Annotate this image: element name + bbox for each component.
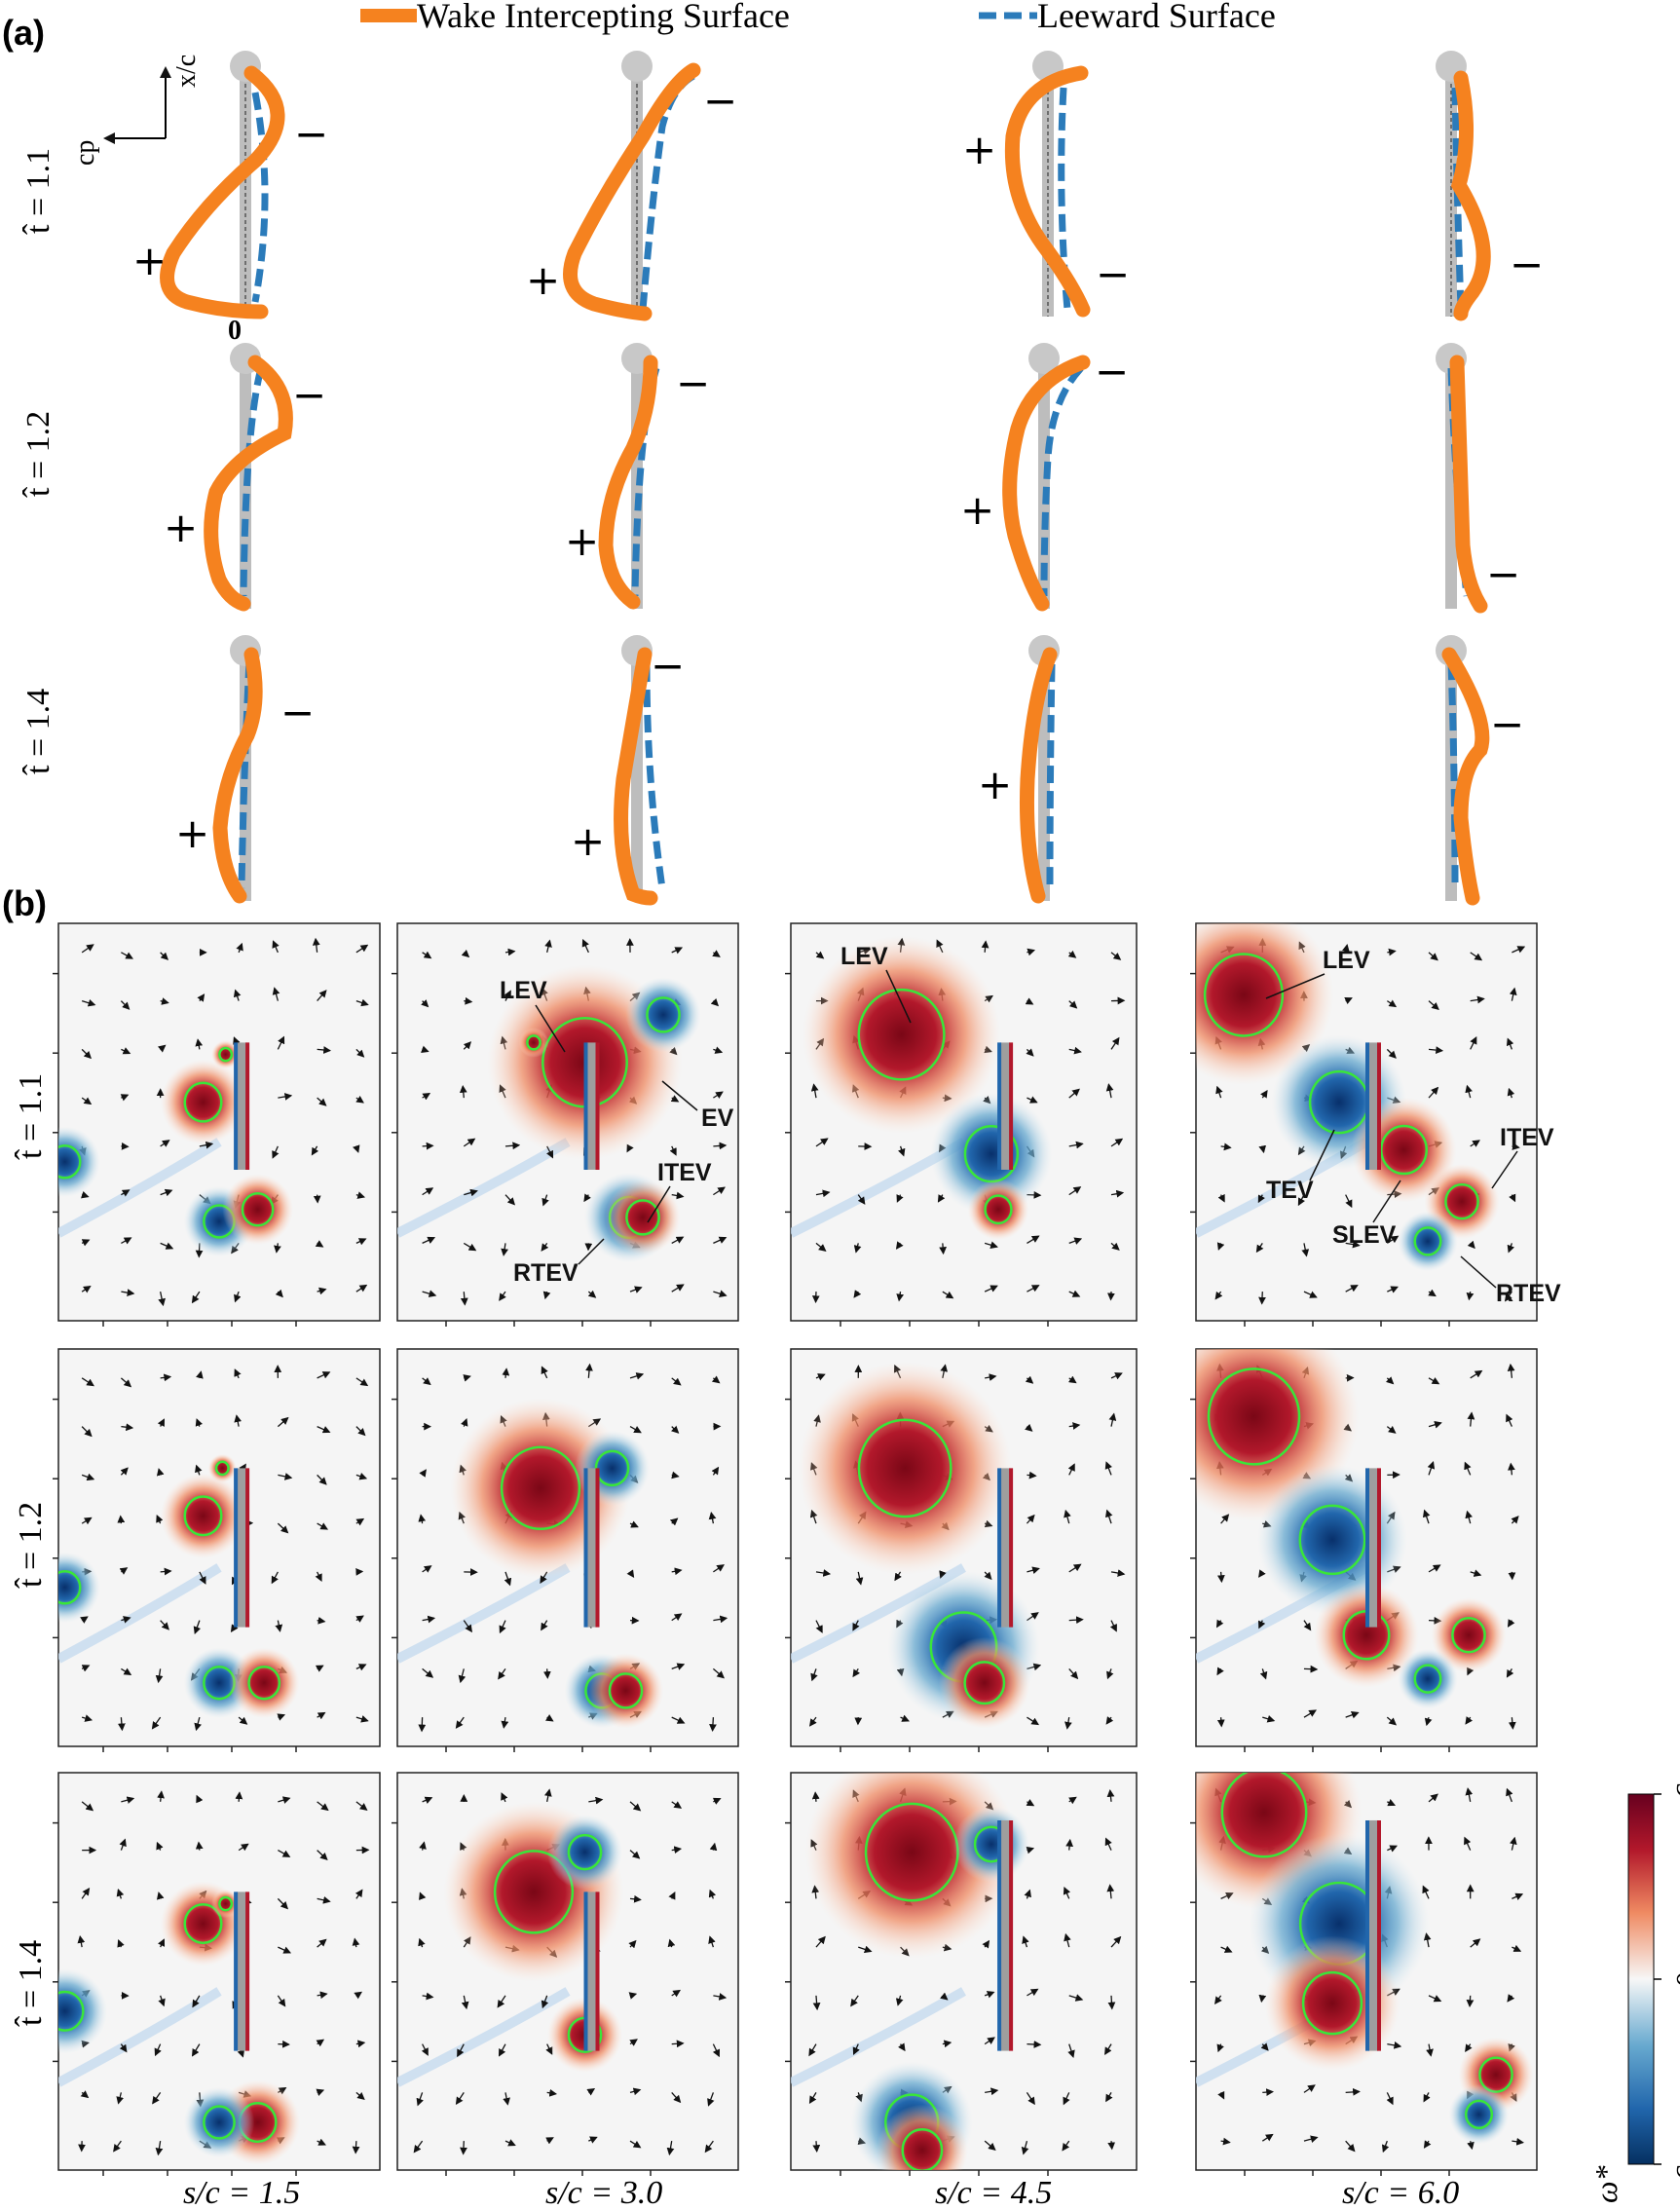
vorticity-panel-r3-c3 bbox=[785, 1772, 1138, 2176]
plus-sign: + bbox=[565, 517, 599, 565]
vorticity-panel-r1-c1 bbox=[53, 922, 381, 1327]
minus-sign: − bbox=[703, 77, 737, 125]
colorbar-tick-min: −9 bbox=[1670, 2147, 1680, 2180]
minus-sign: − bbox=[294, 110, 328, 158]
axis-y-label: cp bbox=[70, 140, 100, 166]
label-ev: EV bbox=[701, 1105, 734, 1132]
vorticity-panel-r2-c4 bbox=[1190, 1348, 1538, 1752]
plus-sign: + bbox=[132, 237, 167, 284]
plus-sign: + bbox=[571, 817, 605, 865]
colorbar-tick-zero: 0 bbox=[1670, 1971, 1680, 1987]
label-slev: SLEV bbox=[1332, 1221, 1397, 1249]
vorticity-panel-r3-c4 bbox=[1190, 1772, 1538, 2176]
label-tev: TEV bbox=[1266, 1177, 1314, 1204]
cp-plot-r3-c2: + − bbox=[571, 635, 685, 906]
cp-plot-r1-c3: + − bbox=[962, 51, 1130, 318]
minus-sign: − bbox=[676, 359, 710, 407]
label-rtev: RTEV bbox=[513, 1259, 579, 1287]
label-lev: LEV bbox=[1323, 947, 1370, 974]
cp-plot-r1-c4: − bbox=[1436, 51, 1544, 321]
vorticity-panel-r3-c2 bbox=[392, 1772, 739, 2176]
legend: Wake Intercepting Surface Leeward Surfac… bbox=[360, 0, 1276, 35]
colorbar: 9 0 −9 ω* bbox=[1588, 1782, 1680, 2203]
col-label-2: s/c = 3.0 bbox=[545, 2175, 662, 2210]
cp-plot-r2-c4: − bbox=[1436, 343, 1520, 614]
minus-sign: − bbox=[1096, 250, 1130, 298]
row-label-a-2: t̂ = 1.2 bbox=[20, 411, 56, 499]
axes-inset: x/c cp 0 bbox=[70, 55, 242, 346]
legend-leeward-label: Leeward Surface bbox=[1037, 0, 1276, 35]
minus-sign: − bbox=[280, 689, 315, 736]
row-label-a-1: t̂ = 1.1 bbox=[20, 148, 56, 236]
cp-plot-r2-c3: + − bbox=[960, 343, 1129, 612]
minus-sign: − bbox=[1490, 700, 1524, 748]
colorbar-label: ω* bbox=[1588, 2165, 1624, 2203]
cp-plot-r3-c3: + bbox=[978, 635, 1060, 904]
cp-plot-r3-c1: + − bbox=[175, 635, 315, 904]
col-label-3: s/c = 4.5 bbox=[935, 2175, 1052, 2210]
row-label-b-1: t̂ = 1.1 bbox=[13, 1073, 49, 1161]
vorticity-panel-r1-c2 bbox=[392, 922, 739, 1327]
cp-plot-r2-c2: + − bbox=[565, 343, 710, 610]
vorticity-panel-r1-c3 bbox=[785, 922, 1138, 1327]
col-label-1: s/c = 1.5 bbox=[183, 2175, 300, 2210]
vorticity-panel-r2-c2 bbox=[392, 1348, 739, 1752]
cp-plot-r1-c1: + − bbox=[132, 51, 328, 319]
colorbar-tick-max: 9 bbox=[1670, 1782, 1680, 1798]
plus-sign: + bbox=[978, 761, 1012, 808]
vorticity-panel-r1-c4 bbox=[1190, 922, 1538, 1327]
label-lev: LEV bbox=[500, 977, 547, 1004]
row-label-b-3: t̂ = 1.4 bbox=[13, 1940, 49, 2028]
cp-plot-r1-c2: + − bbox=[526, 51, 737, 321]
panel-b-label: (b) bbox=[2, 883, 47, 923]
minus-sign: − bbox=[292, 371, 326, 419]
vortex-annotations: LEV EV ITEV RTEV LEV LEV TEV SLEV ITEV R… bbox=[500, 943, 1561, 1307]
cp-plot-r2-c1: + − bbox=[164, 343, 326, 612]
label-itev: ITEV bbox=[657, 1159, 712, 1186]
label-lev: LEV bbox=[840, 943, 888, 970]
vorticity-panel-r2-c3 bbox=[785, 1348, 1138, 1752]
row-label-a-3: t̂ = 1.4 bbox=[20, 689, 56, 776]
axis-x-label: x/c bbox=[171, 55, 202, 88]
row-label-b-2: t̂ = 1.2 bbox=[13, 1502, 49, 1590]
minus-sign: − bbox=[1510, 241, 1544, 288]
plus-sign: + bbox=[960, 486, 994, 534]
legend-wake-label: Wake Intercepting Surface bbox=[417, 0, 790, 35]
minus-sign: − bbox=[651, 642, 685, 690]
plus-sign: + bbox=[962, 126, 996, 173]
panel-a-label: (a) bbox=[2, 13, 45, 53]
minus-sign: − bbox=[1486, 550, 1520, 598]
plus-sign: + bbox=[175, 809, 209, 857]
axis-origin-label: 0 bbox=[228, 316, 242, 346]
col-label-4: s/c = 6.0 bbox=[1342, 2175, 1459, 2210]
vorticity-panel-r3-c1 bbox=[53, 1772, 381, 2176]
label-rtev: RTEV bbox=[1496, 1280, 1561, 1307]
label-itev: ITEV bbox=[1500, 1124, 1554, 1151]
vorticity-panels bbox=[53, 922, 1538, 2176]
vorticity-panel-r2-c1 bbox=[53, 1348, 381, 1752]
minus-sign: − bbox=[1095, 348, 1129, 395]
plus-sign: + bbox=[164, 504, 198, 551]
cp-plot-r3-c4: − bbox=[1436, 635, 1524, 906]
plus-sign: + bbox=[526, 256, 560, 304]
